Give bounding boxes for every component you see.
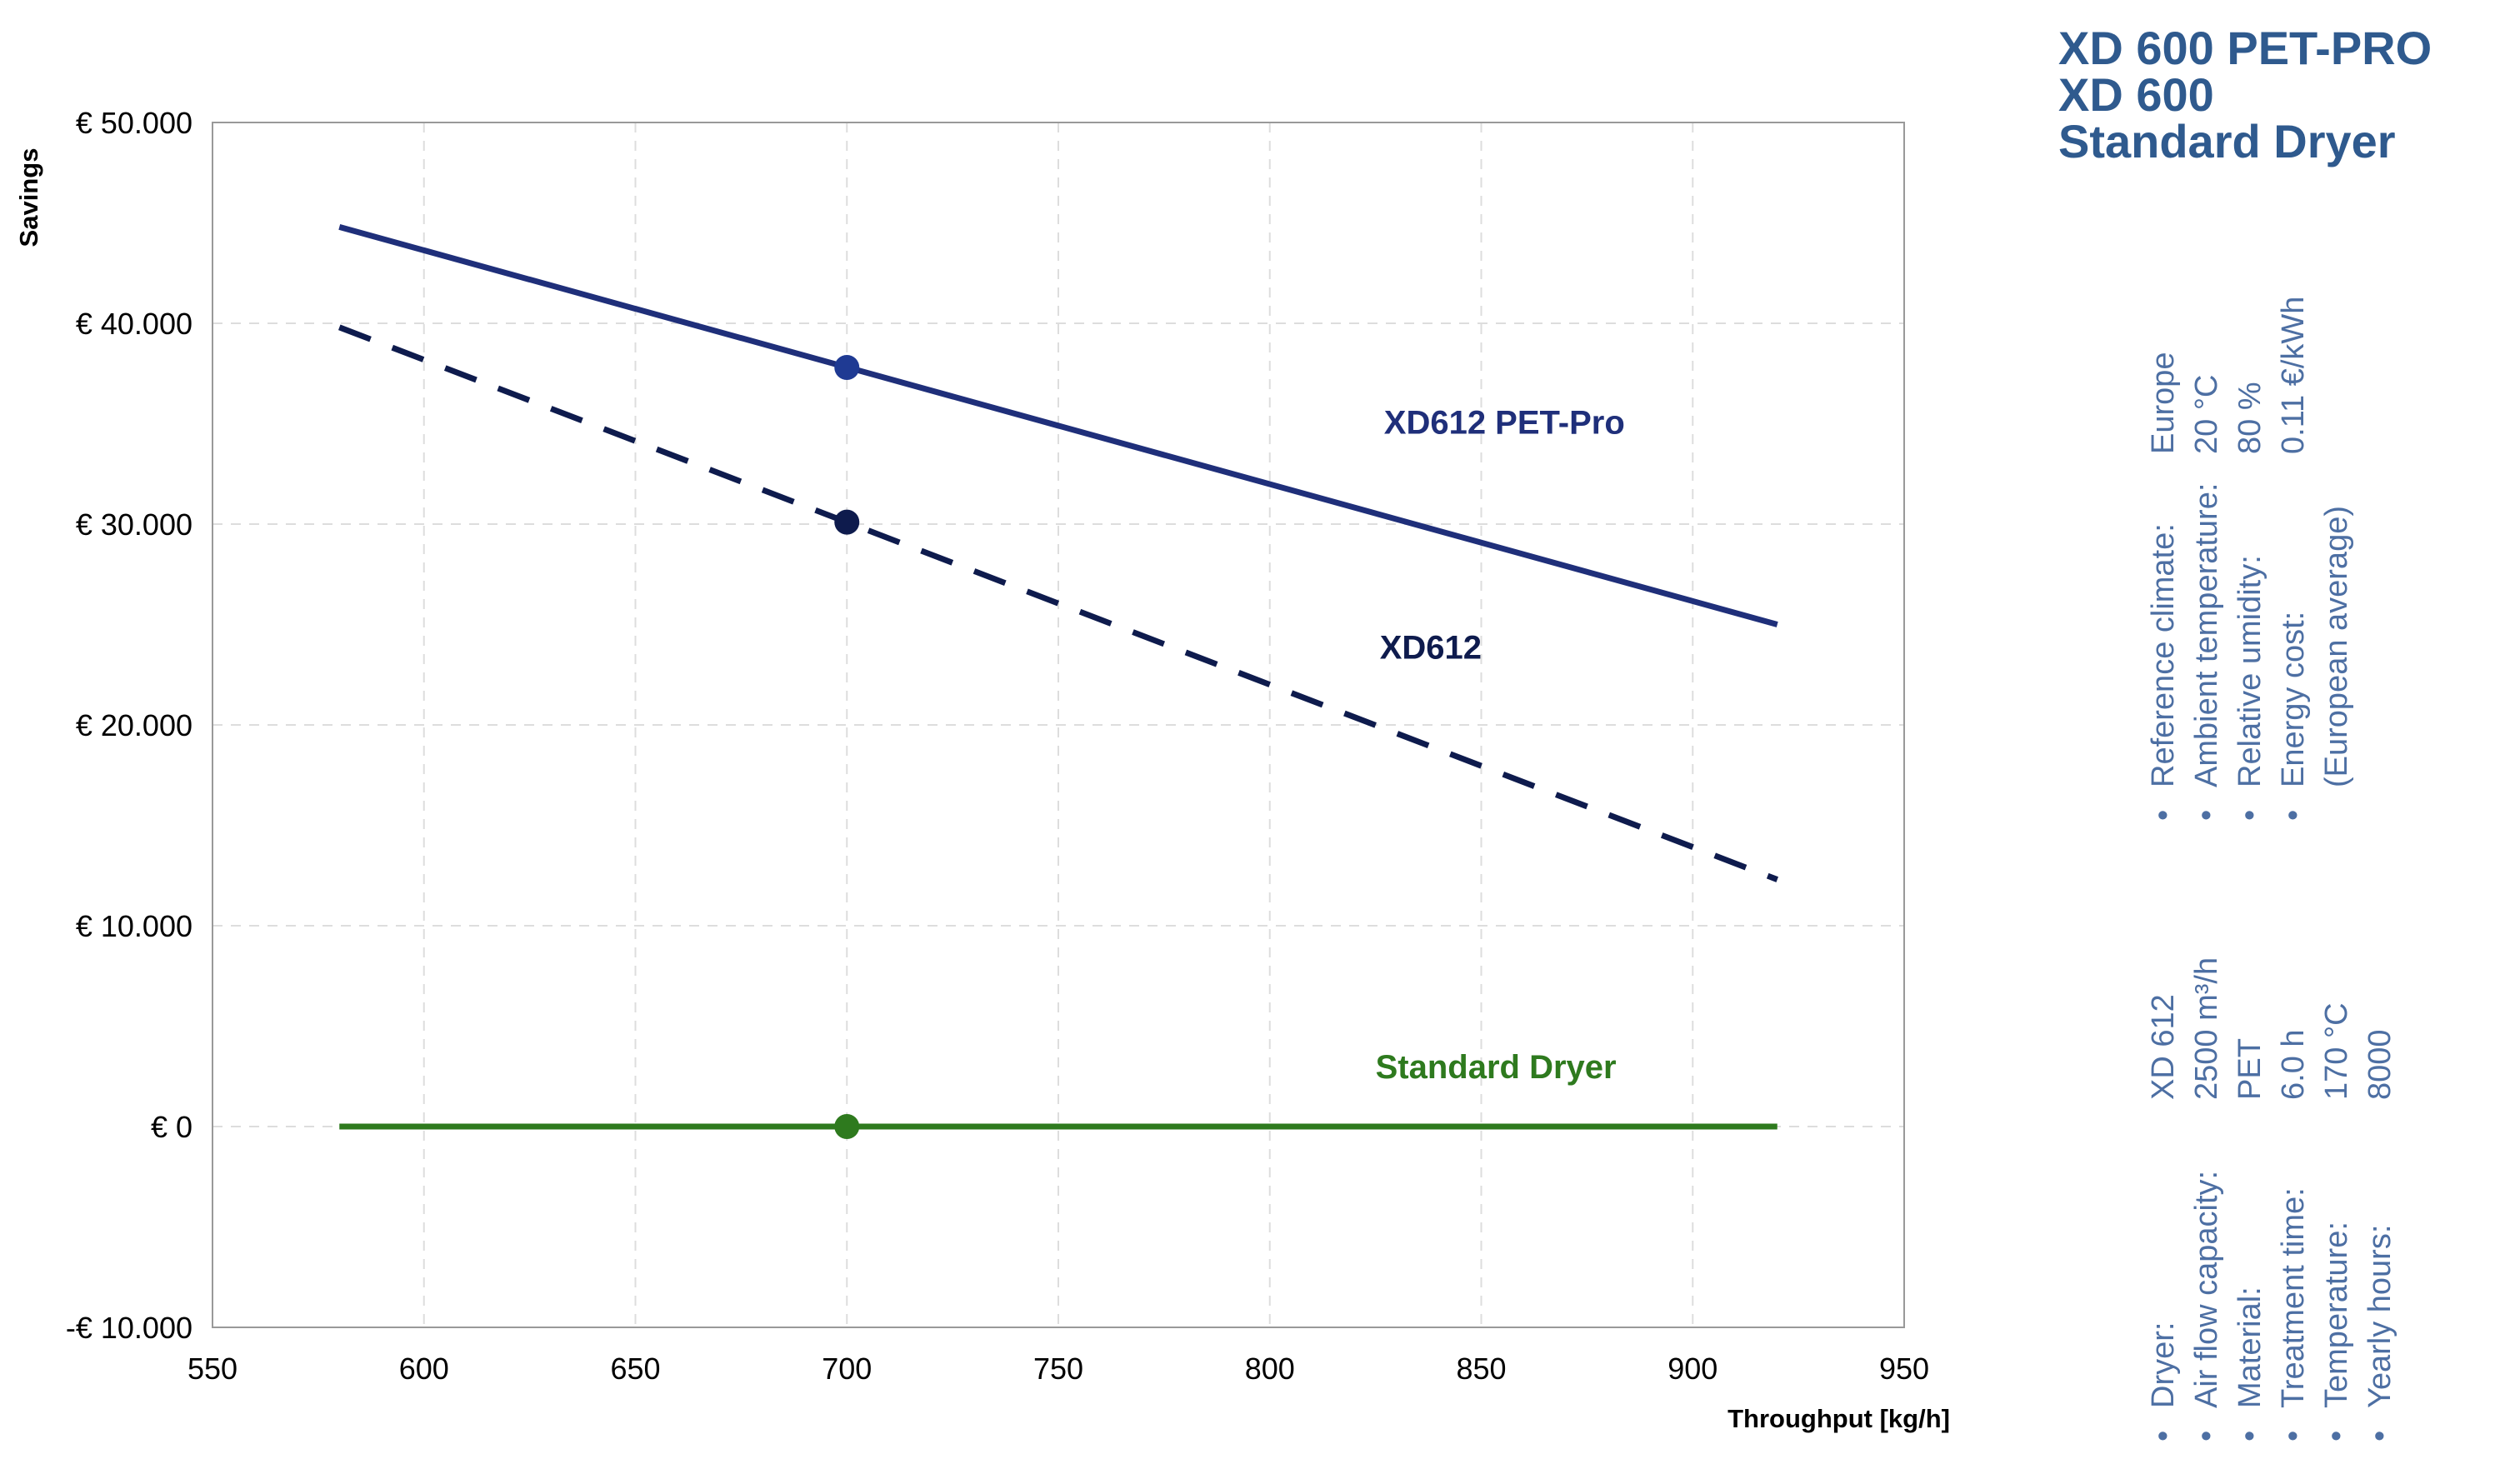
dryer-value: XD 612	[2146, 994, 2181, 1100]
x-tick-label: 700	[822, 1352, 872, 1386]
bullet-glyph	[2315, 787, 2358, 821]
y-tick-label: € 40.000	[76, 307, 192, 341]
dryer-label: Temperature:	[2319, 1222, 2354, 1408]
series-annotation: Standard Dryer	[1376, 1049, 1617, 1086]
bullet-glyph: •	[2189, 1430, 2224, 1442]
x-tick-label: 850	[1456, 1352, 1506, 1386]
dryer-row: • Dryer: XD 612	[2142, 957, 2185, 1442]
condition-label: Ambient temperature:	[2189, 482, 2224, 787]
bullet-glyph: •	[2146, 1430, 2181, 1442]
condition-value: Europe	[2146, 352, 2181, 454]
condition-label: Energy cost:	[2276, 611, 2311, 787]
bullet-glyph: •	[2276, 1430, 2311, 1442]
legend-title-line-3: Standard Dryer	[2058, 115, 2396, 167]
conditions-row: • Ambient temperature: 20 °C	[2185, 297, 2228, 821]
savings-chart: 550 600 650 700 750 800 850 900 950 € 50.000 € 40.…	[14, 106, 1950, 1433]
series-line	[338, 324, 1779, 882]
y-tick-label: € 30.000	[76, 507, 192, 542]
series-marker	[834, 1114, 860, 1139]
grid	[212, 122, 1904, 1327]
dryer-value: 170 °C	[2319, 1002, 2354, 1100]
dryer-row: • Material: PET	[2228, 957, 2272, 1442]
series-annotation: XD612	[1380, 629, 1482, 666]
series-markers	[834, 355, 860, 1139]
series-lines	[338, 223, 1779, 1130]
x-axis-label: Throughput [kg/h]	[1728, 1404, 1950, 1433]
bullet-glyph: •	[2232, 809, 2268, 821]
x-tick-label: 750	[1033, 1352, 1083, 1386]
condition-value: 80 %	[2232, 382, 2268, 454]
condition-note: (European average)	[2319, 506, 2354, 787]
dryer-value: PET	[2232, 1038, 2268, 1100]
conditions-panel: • Reference climate: Europe • Ambient te…	[2142, 297, 2358, 821]
condition-value: 0.11 €/kWh	[2276, 296, 2311, 454]
bullet-glyph: •	[2319, 1430, 2354, 1442]
x-tick-label: 950	[1879, 1352, 1929, 1386]
bullet-glyph: •	[2146, 809, 2181, 821]
y-tick-label: € 50.000	[76, 106, 192, 140]
series-line	[338, 223, 1778, 627]
dryer-label: Dryer:	[2146, 1322, 2181, 1408]
y-tick-label: € 10.000	[76, 909, 192, 943]
dryer-row: • Yearly hours: 8000	[2358, 957, 2402, 1442]
bullet-glyph: •	[2232, 1430, 2268, 1442]
x-tick-label: 800	[1245, 1352, 1295, 1386]
dryer-value: 6.0 h	[2276, 1029, 2311, 1100]
dryer-label: Treatment time:	[2276, 1187, 2311, 1408]
x-tick-label: 650	[610, 1352, 660, 1386]
bullet-glyph: •	[2189, 809, 2224, 821]
legend-title-line-1: XD 600 PET-PRO	[2058, 22, 2432, 74]
x-tick-label: 600	[399, 1352, 449, 1386]
series-annotation: XD612 PET-Pro	[1384, 405, 1625, 442]
dryer-row: • Temperature: 170 °C	[2315, 957, 2358, 1442]
plot-frame	[212, 122, 1905, 1328]
y-axis-label: Savings	[14, 148, 43, 247]
legend-title-line-2: XD 600	[2058, 68, 2214, 121]
y-tick-label: -€ 10.000	[66, 1311, 192, 1345]
x-tick-label: 550	[188, 1352, 238, 1386]
dryer-specs-panel: • Dryer: XD 612 • Air flow capacity: 250…	[2142, 957, 2402, 1442]
y-tick-label: € 20.000	[76, 708, 192, 742]
condition-label: Relative umidity:	[2232, 555, 2268, 787]
conditions-row: • Energy cost: 0.11 €/kWh	[2272, 297, 2315, 821]
y-tick-label: € 0	[151, 1110, 192, 1144]
conditions-row: • Relative umidity: 80 %	[2228, 297, 2272, 821]
legend-title-block: XD 600 PET-PRO XD 600 Standard Dryer	[2058, 25, 2432, 165]
dryer-label: Yearly hours:	[2362, 1224, 2398, 1408]
dryer-value: 2500 m³/h	[2189, 957, 2224, 1100]
dryer-value: 8000	[2362, 1029, 2398, 1100]
axis-ticks: 550 600 650 700 750 800 850 900 950 € 50.000 € 40.…	[66, 106, 1929, 1386]
dryer-row: • Treatment time: 6.0 h	[2272, 957, 2315, 1442]
bullet-glyph: •	[2276, 809, 2311, 821]
series-marker	[834, 509, 860, 535]
conditions-row: • Reference climate: Europe	[2142, 297, 2185, 821]
dryer-label: Air flow capacity:	[2189, 1170, 2224, 1408]
dryer-row: • Air flow capacity: 2500 m³/h	[2185, 957, 2228, 1442]
condition-value: 20 °C	[2189, 374, 2224, 454]
condition-label: Reference climate:	[2146, 523, 2181, 787]
bullet-glyph: •	[2362, 1430, 2398, 1442]
dryer-label: Material:	[2232, 1287, 2268, 1408]
conditions-row: (European average)	[2315, 297, 2358, 821]
x-tick-label: 900	[1668, 1352, 1718, 1386]
series-marker	[834, 355, 860, 381]
series-annotations: XD612 PET-Pro XD612 Standard Dryer	[1376, 405, 1625, 1087]
